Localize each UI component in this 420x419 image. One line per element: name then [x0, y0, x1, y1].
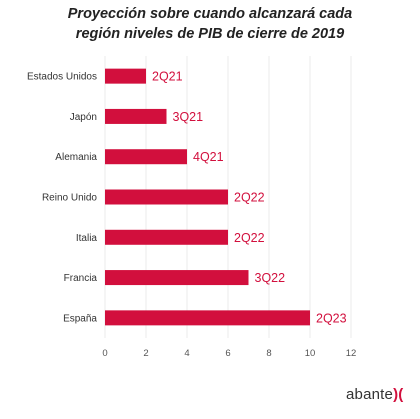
bar-3: [105, 189, 228, 205]
category-label-6: España: [63, 313, 97, 324]
bar-2: [105, 149, 187, 165]
bar-4: [105, 229, 228, 245]
bar-5: [105, 270, 249, 286]
chart-title-line-2: región niveles de PIB de cierre de 2019: [75, 26, 345, 42]
data-label-3: 2Q22: [234, 191, 265, 205]
data-label-6: 2Q23: [316, 311, 347, 325]
category-label-2: Alemania: [55, 152, 97, 163]
data-label-4: 2Q22: [234, 231, 265, 245]
x-tick-label-4: 8: [266, 348, 271, 359]
x-tick-label-3: 6: [225, 348, 230, 359]
x-tick-label-5: 10: [305, 348, 316, 359]
bar-0: [105, 68, 146, 84]
chart-title-line-1: Proyección sobre cuando alcanzará cada: [67, 6, 353, 22]
category-label-4: Italia: [76, 233, 98, 244]
category-label-5: Francia: [64, 273, 98, 284]
data-label-0: 2Q21: [152, 70, 183, 84]
x-tick-label-6: 12: [346, 348, 357, 359]
category-label-3: Reino Unido: [42, 193, 97, 204]
category-label-0: Estados Unidos: [27, 72, 97, 83]
bar-6: [105, 310, 310, 326]
category-label-1: Japón: [70, 112, 97, 123]
x-tick-label-0: 0: [102, 348, 107, 359]
bar-1: [105, 108, 167, 124]
data-label-1: 3Q21: [173, 110, 204, 124]
x-tick-label-2: 4: [184, 348, 189, 359]
data-label-5: 3Q22: [255, 271, 286, 285]
logo-mark: )(: [393, 386, 404, 403]
chart-title: Proyección sobre cuando alcanzará cada r…: [0, 4, 420, 44]
abante-logo: abante)(: [346, 386, 403, 403]
x-tick-label-1: 2: [143, 348, 148, 359]
logo-text: abante: [346, 386, 394, 403]
data-label-2: 4Q21: [193, 150, 224, 164]
